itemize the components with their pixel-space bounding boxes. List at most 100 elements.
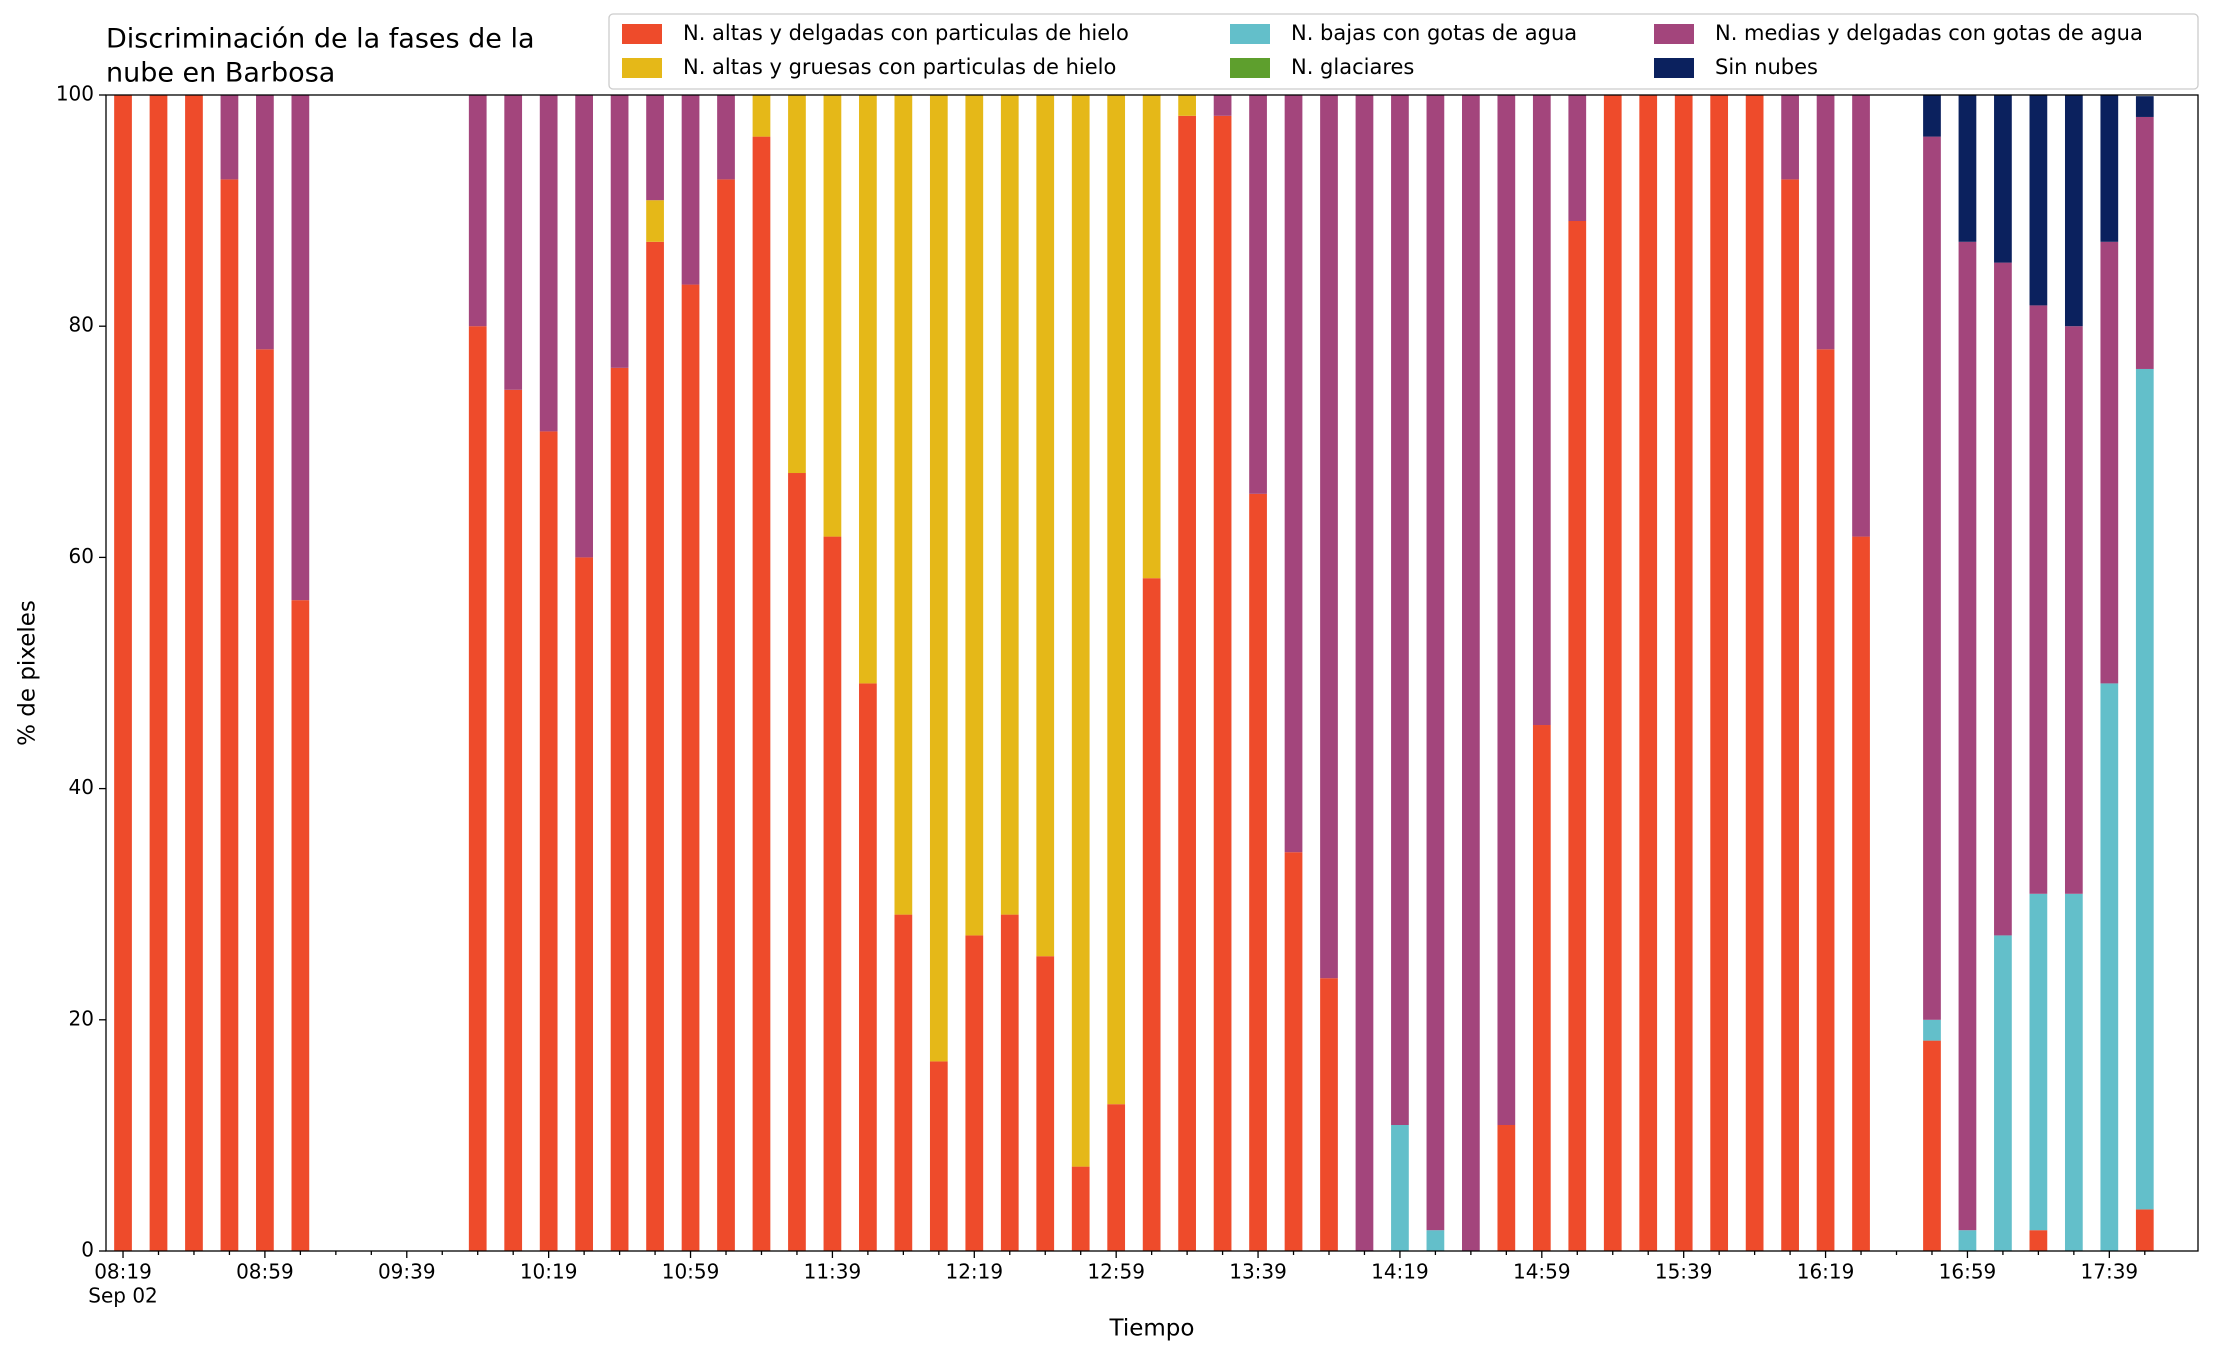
y-tick-label: 100 — [56, 82, 94, 106]
bar-segment — [1178, 95, 1196, 116]
bar-segment — [2100, 95, 2119, 242]
legend-swatch — [1230, 58, 1270, 78]
x-date-label: Sep 02 — [88, 1284, 158, 1308]
bar-segment — [1923, 1019, 1941, 1041]
bar-segment — [1213, 95, 1232, 116]
bar-segment — [1923, 95, 1941, 137]
bar-segment — [1213, 115, 1232, 1252]
bar-segment — [2064, 326, 2083, 894]
y-tick-label: 40 — [69, 775, 94, 799]
bar-segment — [1781, 95, 1799, 180]
legend-swatch — [622, 24, 662, 44]
x-tick-label: 08:19 — [94, 1260, 152, 1284]
x-tick-label: 15:39 — [1655, 1260, 1713, 1284]
bar-segment — [1958, 241, 1977, 1231]
bar-segment — [646, 241, 664, 1251]
bar-segment — [1994, 935, 2012, 1251]
bar-segment — [965, 95, 984, 936]
bar-segment — [1071, 95, 1090, 1167]
bar-segment — [256, 95, 274, 350]
bar-segment — [717, 95, 735, 180]
bar-segment — [1284, 95, 1303, 853]
bar-segment — [504, 389, 523, 1251]
legend-label: N. altas y delgadas con particulas de hi… — [683, 21, 1129, 45]
bar-segment — [965, 935, 984, 1251]
x-tick-label: 12:59 — [1087, 1260, 1145, 1284]
bar-segment — [575, 95, 593, 558]
bar-segment — [1036, 95, 1055, 957]
legend-label: N. altas y gruesas con particulas de hie… — [683, 55, 1116, 79]
bar-segment — [220, 179, 239, 1252]
x-tick-label: 17:39 — [2081, 1260, 2139, 1284]
bar-segment — [1994, 95, 2012, 263]
bar-segment — [1497, 1124, 1516, 1251]
bar-segment — [2029, 95, 2048, 306]
bar-segment — [1923, 136, 1941, 1020]
bar-segment — [929, 95, 948, 1062]
bar-segment — [752, 136, 771, 1252]
bar-segment — [1071, 1166, 1090, 1251]
bar-segment — [1462, 95, 1480, 1251]
bar-segment — [788, 473, 806, 1252]
bar-segment — [185, 95, 203, 1251]
bar-segment — [1852, 95, 1870, 537]
bar-segment — [1994, 262, 2012, 936]
bar-segment — [859, 95, 877, 684]
bar-segment — [1000, 914, 1019, 1251]
bar-segment — [1142, 578, 1161, 1251]
x-tick-label: 13:39 — [1229, 1260, 1287, 1284]
bar-segment — [823, 95, 842, 537]
bar-segment — [220, 95, 239, 180]
bar-segment — [2135, 116, 2154, 369]
bar-segment — [788, 95, 806, 474]
bar-segment — [2064, 893, 2083, 1251]
bar-segment — [1107, 95, 1126, 1105]
legend-label: Sin nubes — [1715, 55, 1818, 79]
bar-segment — [610, 95, 629, 368]
bar-segment — [291, 600, 310, 1251]
bar-segment — [1603, 95, 1622, 1251]
bar-segment — [681, 95, 700, 285]
legend-label: N. glaciares — [1291, 55, 1414, 79]
plot-frame — [105, 94, 2199, 1252]
bar-segment — [1284, 852, 1303, 1251]
bar-segment — [681, 284, 700, 1252]
bar-segment — [752, 95, 771, 137]
x-tick-label: 11:39 — [804, 1260, 862, 1284]
bar-segment — [859, 683, 877, 1251]
bar-segment — [2029, 1230, 2048, 1251]
bar-segment — [468, 95, 487, 327]
bar-segment — [291, 95, 310, 601]
bar-segment — [1320, 95, 1338, 979]
y-axis-label: % de pixeles — [15, 600, 41, 746]
bar-segment — [1532, 95, 1551, 726]
bar-segment — [1568, 95, 1587, 222]
bar-segment — [504, 95, 523, 390]
bar-segment — [1923, 1040, 1941, 1251]
bar-segment — [1142, 95, 1161, 579]
x-tick-label: 12:19 — [945, 1260, 1003, 1284]
bar-segment — [2100, 683, 2119, 1251]
x-tick-label: 14:59 — [1513, 1260, 1571, 1284]
x-axis-label: Tiempo — [1109, 1316, 1195, 1342]
x-tick-label: 09:39 — [378, 1260, 436, 1284]
bar-segment — [894, 914, 913, 1251]
legend-label: N. bajas con gotas de agua — [1291, 21, 1577, 45]
bar-segment — [646, 95, 664, 201]
bar-segment — [1355, 95, 1374, 1251]
bar-segment — [1781, 179, 1799, 1252]
bar-segment — [1000, 95, 1019, 915]
x-tick-label: 14:19 — [1371, 1260, 1429, 1284]
bar-segment — [1497, 95, 1516, 1125]
bar-segment — [1426, 95, 1445, 1231]
bar-segment — [1852, 536, 1870, 1251]
bar-segment — [1036, 956, 1055, 1251]
bar-segment — [2029, 893, 2048, 1231]
y-tick-label: 80 — [69, 313, 94, 337]
bar-segment — [2135, 1209, 2154, 1251]
bar-segment — [610, 367, 629, 1251]
bar-segment — [468, 326, 487, 1251]
legend-swatch — [1654, 58, 1694, 78]
bar-segment — [1710, 95, 1729, 1251]
